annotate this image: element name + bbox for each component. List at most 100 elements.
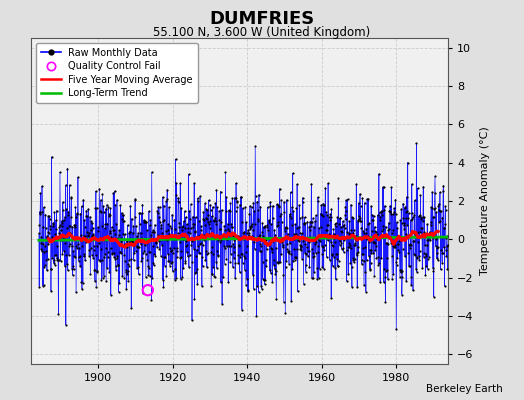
Point: [69, 263, 77, 270]
Point: [142, 219, 150, 225]
Point: [125, 257, 134, 263]
Point: [300, 220, 308, 226]
Point: [423, 266, 432, 272]
Point: [97, 257, 106, 264]
Point: [417, 214, 425, 220]
Point: [77, 232, 85, 238]
Point: [276, 259, 285, 265]
Point: [111, 256, 119, 262]
Point: [344, 271, 353, 277]
Point: [426, 237, 434, 244]
Point: [296, 230, 304, 237]
Point: [201, 257, 210, 264]
Point: [277, 210, 285, 217]
Point: [373, 236, 381, 242]
Point: [303, 236, 311, 242]
Point: [430, 206, 439, 212]
Point: [134, 230, 142, 236]
Point: [94, 224, 102, 230]
Point: [326, 213, 335, 220]
Point: [99, 203, 107, 210]
Point: [314, 274, 323, 281]
Point: [150, 229, 158, 235]
Point: [400, 226, 409, 232]
Point: [169, 233, 178, 239]
Point: [268, 279, 277, 285]
Point: [441, 203, 450, 209]
Point: [218, 232, 226, 238]
Point: [380, 279, 388, 286]
Point: [62, 252, 71, 258]
Point: [60, 263, 69, 269]
Point: [239, 232, 248, 239]
Point: [341, 225, 349, 231]
Point: [359, 258, 368, 264]
Point: [62, 261, 71, 268]
Point: [232, 208, 240, 214]
Point: [432, 209, 441, 215]
Point: [271, 232, 279, 238]
Point: [365, 253, 373, 259]
Point: [404, 215, 412, 221]
Point: [199, 216, 208, 222]
Point: [370, 228, 379, 234]
Point: [317, 202, 325, 208]
Point: [119, 231, 127, 237]
Point: [138, 201, 147, 208]
Point: [436, 217, 444, 224]
Point: [171, 277, 179, 283]
Point: [58, 223, 67, 230]
Point: [299, 194, 307, 201]
Point: [282, 224, 290, 230]
Point: [334, 257, 343, 264]
Point: [430, 213, 438, 220]
Point: [227, 242, 235, 249]
Point: [287, 215, 295, 222]
Point: [237, 218, 246, 225]
Point: [411, 197, 419, 204]
Point: [155, 246, 163, 252]
Point: [135, 243, 143, 250]
Point: [277, 219, 286, 225]
Point: [392, 261, 401, 268]
Point: [408, 181, 416, 187]
Point: [345, 242, 354, 249]
Point: [298, 256, 306, 262]
Point: [112, 267, 120, 273]
Point: [315, 237, 324, 244]
Point: [216, 279, 225, 286]
Point: [384, 241, 392, 248]
Point: [139, 250, 147, 256]
Point: [86, 214, 94, 220]
Point: [321, 185, 330, 191]
Point: [389, 211, 397, 218]
Point: [347, 264, 356, 270]
Point: [53, 243, 62, 249]
Point: [220, 222, 228, 229]
Point: [355, 214, 364, 221]
Point: [123, 243, 131, 250]
Point: [177, 205, 185, 211]
Point: [53, 234, 62, 240]
Point: [200, 232, 208, 238]
Point: [309, 275, 318, 282]
Point: [371, 240, 379, 246]
Point: [398, 274, 406, 281]
Point: [337, 224, 345, 230]
Point: [212, 187, 221, 193]
Point: [133, 233, 141, 240]
Point: [391, 210, 400, 217]
Point: [427, 204, 435, 210]
Point: [311, 250, 320, 256]
Point: [355, 216, 364, 222]
Point: [304, 248, 313, 254]
Point: [59, 236, 68, 242]
Point: [252, 236, 260, 242]
Point: [401, 203, 409, 210]
Point: [348, 214, 356, 220]
Point: [144, 236, 152, 243]
Point: [413, 254, 421, 260]
Point: [367, 250, 376, 256]
Point: [130, 241, 138, 248]
Point: [346, 245, 355, 252]
